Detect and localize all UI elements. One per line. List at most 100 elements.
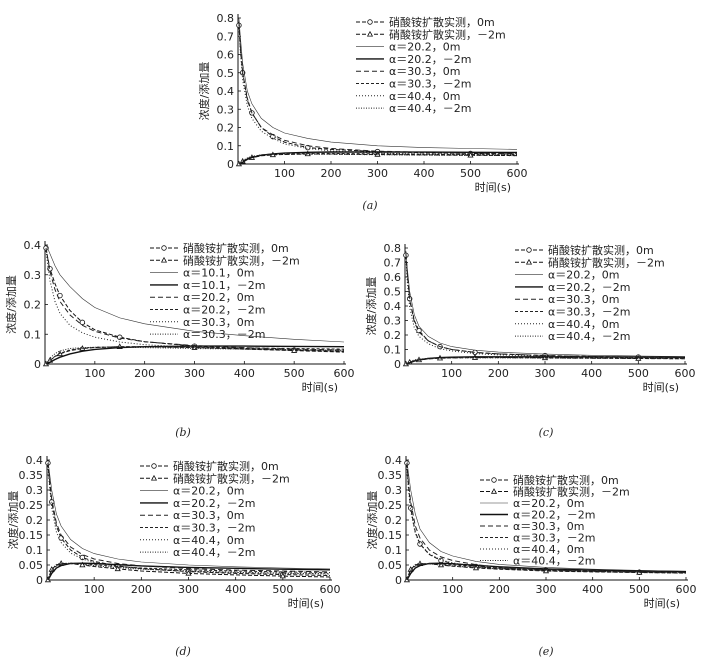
x-tick-label: 600: [334, 367, 355, 380]
y-tick-label: 0.5: [384, 286, 402, 299]
y-tick-label: 0.35: [19, 469, 44, 482]
y-tick-label: 0.4: [26, 454, 44, 467]
x-tick-label: 600: [676, 583, 697, 596]
series-line: [47, 462, 331, 573]
series-line: [47, 562, 331, 581]
legend-label: α＝40.4，－2m: [548, 330, 630, 343]
y-tick-label: 0.8: [384, 242, 402, 255]
x-tick-label: 400: [225, 583, 246, 596]
legend-label: α＝30.3，0m: [183, 316, 254, 329]
legend-label: α＝30.3，－2m: [548, 306, 630, 319]
legend-label: α＝30.3，0m: [173, 509, 244, 522]
x-tick-label: 500: [628, 367, 649, 380]
x-tick-label: 600: [320, 583, 341, 596]
x-tick-label: 200: [321, 167, 342, 180]
legend-label: α＝20.2，－2m: [513, 509, 595, 522]
legend-marker: [161, 245, 167, 251]
x-axis-label: 时间(s): [644, 597, 680, 610]
y-tick-label: 0: [394, 358, 401, 371]
series-line: [405, 250, 686, 357]
y-tick-label: 0.2: [24, 299, 42, 312]
y-axis-label: 浓度/添加量: [197, 62, 211, 121]
y-axis-label: 浓度/添加量: [6, 491, 20, 550]
y-tick-label: 0.3: [384, 315, 402, 328]
x-tick-label: 500: [272, 583, 293, 596]
legend-label: α＝20.2，－2m: [389, 53, 471, 66]
legend-marker: [150, 474, 158, 481]
x-tick-label: 200: [131, 583, 152, 596]
x-tick-label: 400: [234, 367, 255, 380]
legend-label: α＝30.3，－2m: [389, 78, 471, 91]
y-tick-label: 0.1: [384, 344, 402, 357]
series-line: [406, 462, 687, 573]
x-tick-label: 300: [178, 583, 199, 596]
series-line: [406, 562, 687, 581]
series-line: [45, 247, 345, 352]
legend-label: α＝40.4，－2m: [173, 546, 255, 559]
y-tick-label: 0.1: [217, 140, 235, 153]
series-line: [406, 465, 687, 574]
series-line: [238, 25, 518, 156]
legend-label: α＝10.1，－2m: [183, 279, 265, 292]
series-line: [45, 345, 345, 365]
x-tick-label: 300: [184, 367, 205, 380]
y-tick-label: 0: [395, 574, 402, 587]
series-line: [47, 459, 331, 570]
series-line: [47, 562, 331, 581]
series-line: [47, 562, 331, 581]
legend-marker: [151, 463, 157, 469]
y-tick-label: 0.15: [19, 529, 44, 542]
legend-label: α＝20.2，0m: [173, 485, 244, 498]
legend-marker: [366, 30, 374, 37]
series-line: [238, 152, 518, 165]
chart-panel-a: 0 0.1 0.2 0.3 0.4 0.5 0.6 0.7 0.8 100 200 300 400 500…: [197, 12, 528, 212]
data-point: [49, 499, 55, 505]
x-axis-label: 时间(s): [475, 181, 511, 194]
x-tick-label: 100: [274, 167, 295, 180]
legend-label: 硝酸铵扩散实测，－2m: [513, 485, 630, 499]
y-tick-label: 0.15: [378, 529, 403, 542]
y-tick-label: 0.4: [385, 454, 403, 467]
panel-caption: (e): [538, 645, 553, 658]
y-tick-label: 0.1: [385, 544, 403, 557]
series-line: [47, 462, 331, 576]
x-axis-label: 时间(s): [643, 381, 679, 394]
data-point: [279, 572, 286, 579]
data-point: [79, 319, 86, 326]
series-line: [45, 247, 345, 351]
y-tick-label: 0.3: [217, 103, 235, 116]
series-line: [238, 153, 518, 165]
legend-label: α＝40.4，－2m: [389, 102, 471, 115]
y-tick-label: 0: [227, 158, 234, 171]
y-tick-label: 0.25: [19, 499, 44, 512]
y-axis-label: 浓度/添加量: [4, 275, 18, 334]
legend-marker: [490, 488, 498, 494]
x-tick-label: 400: [414, 167, 435, 180]
panel-caption: (d): [175, 645, 191, 658]
legend-label: α＝40.4，－2m: [513, 555, 595, 568]
y-tick-label: 0.2: [384, 329, 402, 342]
series-line: [405, 357, 686, 365]
legend-marker: [526, 247, 532, 253]
y-tick-label: 0.3: [385, 484, 403, 497]
y-tick-label: 0.3: [26, 484, 44, 497]
chart-panel-d: 0 0.05 0.1 0.15 0.2 0.25 0.3 0.35 0.4 100 200 300 40…: [6, 454, 341, 658]
y-tick-label: 0: [34, 358, 41, 371]
y-tick-label: 0.05: [19, 559, 44, 572]
legend-label: α＝20.2，0m: [183, 291, 254, 304]
y-tick-label: 0.4: [24, 239, 42, 252]
x-tick-label: 400: [581, 367, 602, 380]
y-tick-label: 0.2: [385, 514, 403, 527]
chart-panel-c: 00.1 0.20.3 0.40.5 0.60.7 0.8 100 200 300 400 500…: [364, 242, 696, 439]
legend-label: α＝30.3，－2m: [513, 532, 595, 545]
y-tick-label: 0.6: [217, 49, 235, 62]
legend-label: 硝酸铵扩散实测，－2m: [548, 255, 665, 269]
series-line: [405, 255, 686, 358]
chart-panel-e: 0 0.05 0.1 0.15 0.2 0.25 0.3 0.35 0.4 100 200 300 40…: [365, 454, 697, 658]
legend-marker: [367, 19, 373, 25]
x-tick-label: 100: [84, 367, 105, 380]
series-line: [405, 258, 686, 359]
series-line: [45, 346, 345, 365]
legend-label: α＝40.4，0m: [548, 318, 619, 331]
